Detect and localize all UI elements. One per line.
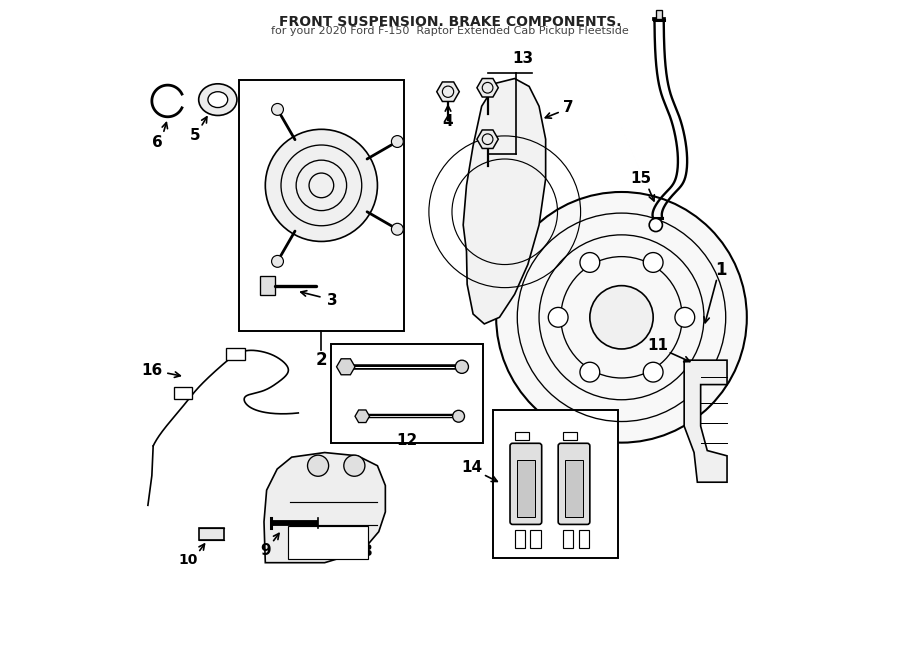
Text: 7: 7 xyxy=(563,100,574,115)
Bar xyxy=(579,529,590,548)
Text: 6: 6 xyxy=(152,135,163,150)
Polygon shape xyxy=(264,453,385,563)
Circle shape xyxy=(266,130,377,241)
Bar xyxy=(174,387,192,399)
Circle shape xyxy=(455,360,469,373)
Polygon shape xyxy=(477,79,499,97)
Bar xyxy=(656,10,662,19)
Bar xyxy=(288,526,367,559)
Bar xyxy=(515,432,529,440)
Circle shape xyxy=(272,255,284,267)
Text: 8: 8 xyxy=(361,544,372,559)
Text: 12: 12 xyxy=(397,433,418,448)
Polygon shape xyxy=(436,82,459,102)
Ellipse shape xyxy=(208,92,228,108)
Bar xyxy=(199,528,224,540)
Text: 11: 11 xyxy=(647,338,669,352)
Bar xyxy=(331,344,483,443)
Text: 16: 16 xyxy=(141,363,163,377)
Bar xyxy=(517,461,535,516)
Polygon shape xyxy=(355,410,370,422)
Text: for your 2020 Ford F-150  Raptor Extended Cab Pickup Fleetside: for your 2020 Ford F-150 Raptor Extended… xyxy=(271,26,629,36)
Circle shape xyxy=(496,192,747,443)
Circle shape xyxy=(548,307,568,327)
Bar xyxy=(493,410,618,558)
Circle shape xyxy=(580,253,599,272)
Text: 9: 9 xyxy=(260,543,271,559)
Bar xyxy=(562,432,577,440)
FancyBboxPatch shape xyxy=(510,444,542,524)
Circle shape xyxy=(308,455,328,477)
Bar xyxy=(515,529,526,548)
Text: 1: 1 xyxy=(715,261,726,279)
Circle shape xyxy=(649,218,662,231)
Text: 13: 13 xyxy=(512,52,533,66)
Circle shape xyxy=(344,455,364,477)
Circle shape xyxy=(392,223,403,235)
Bar xyxy=(530,529,541,548)
Text: 14: 14 xyxy=(461,460,482,475)
Polygon shape xyxy=(684,360,727,483)
Circle shape xyxy=(392,136,403,147)
Polygon shape xyxy=(337,359,355,375)
Circle shape xyxy=(453,410,464,422)
Circle shape xyxy=(644,362,663,382)
Circle shape xyxy=(644,253,663,272)
Circle shape xyxy=(580,362,599,382)
Bar xyxy=(260,276,274,295)
Text: 10: 10 xyxy=(178,553,198,567)
FancyBboxPatch shape xyxy=(558,444,590,524)
Text: 3: 3 xyxy=(328,293,338,307)
Bar xyxy=(238,80,404,330)
Text: 15: 15 xyxy=(631,171,652,186)
Text: FRONT SUSPENSION. BRAKE COMPONENTS.: FRONT SUSPENSION. BRAKE COMPONENTS. xyxy=(279,15,621,28)
Text: 2: 2 xyxy=(316,351,328,369)
Circle shape xyxy=(675,307,695,327)
Bar xyxy=(565,461,583,516)
Bar xyxy=(227,348,245,360)
Polygon shape xyxy=(477,130,499,149)
Text: 4: 4 xyxy=(443,114,454,129)
Ellipse shape xyxy=(199,84,237,116)
Circle shape xyxy=(590,286,653,349)
Bar xyxy=(562,529,573,548)
Polygon shape xyxy=(464,79,545,324)
Circle shape xyxy=(272,104,284,116)
Text: 5: 5 xyxy=(189,128,200,143)
